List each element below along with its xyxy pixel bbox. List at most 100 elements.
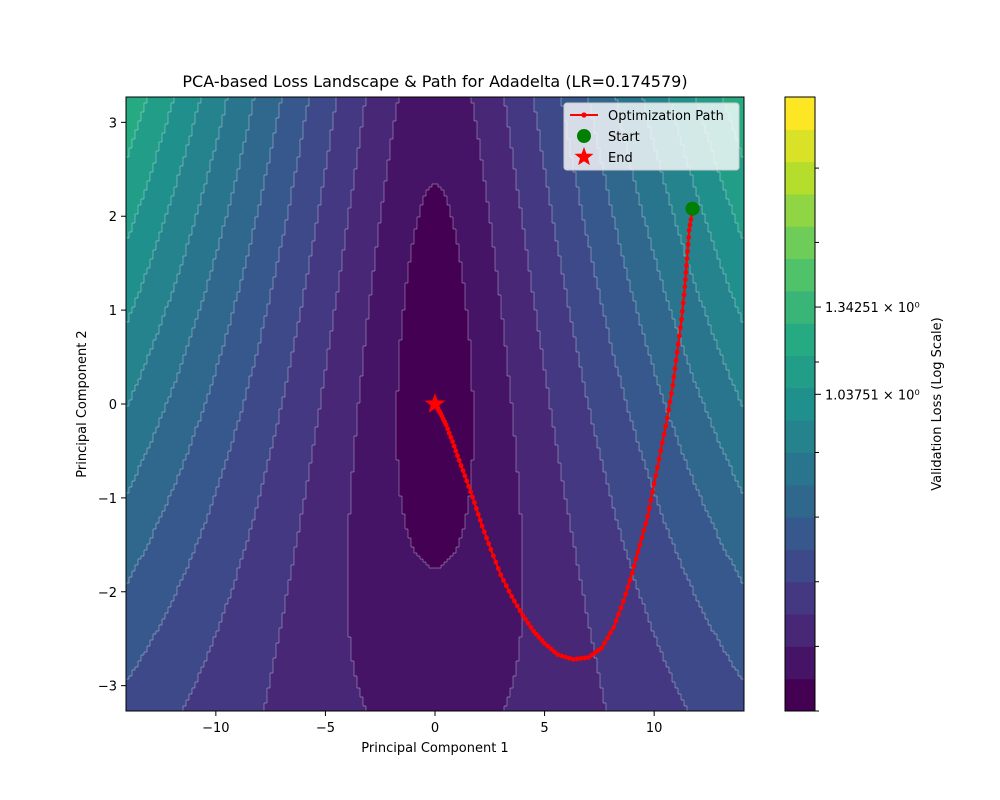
contour-band <box>309 103 337 107</box>
optimization-path-point <box>664 415 670 421</box>
contour-band <box>369 295 406 299</box>
contour-band <box>384 196 424 200</box>
optimization-path-point <box>602 640 607 646</box>
contour-band <box>738 145 744 149</box>
contour-band <box>159 235 190 239</box>
contour-band <box>315 436 355 440</box>
contour-band <box>126 262 151 266</box>
contour-band <box>198 421 238 425</box>
contour-band <box>189 139 217 143</box>
contour-band <box>348 613 523 617</box>
contour-band <box>222 469 268 473</box>
contour-band <box>126 268 148 272</box>
contour-band <box>252 526 301 530</box>
contour-band <box>273 139 301 143</box>
contour-band <box>126 466 139 470</box>
contour-band <box>252 238 283 242</box>
contour-band <box>339 280 373 284</box>
contour-band <box>657 643 721 647</box>
contour-band <box>126 526 157 530</box>
contour-band <box>276 427 316 431</box>
contour-band <box>651 358 688 362</box>
contour-band <box>570 523 619 527</box>
contour-band <box>360 382 400 386</box>
contour-band <box>681 451 724 455</box>
contour-band <box>582 583 637 587</box>
optimization-path-point <box>685 241 691 247</box>
contour-band <box>474 118 508 122</box>
contour-band <box>564 481 607 485</box>
contour-band <box>636 436 679 440</box>
contour-band <box>360 385 400 389</box>
contour-band <box>387 172 484 176</box>
colorbar-label: Validation Loss (Log Scale) <box>930 317 945 490</box>
contour-band <box>279 637 352 641</box>
contour-band <box>648 613 706 617</box>
contour-band <box>279 634 349 638</box>
contour-band <box>219 355 256 359</box>
contour-band <box>270 679 358 683</box>
contour-band <box>141 370 181 374</box>
contour-band <box>342 265 376 269</box>
contour-band <box>399 379 472 383</box>
contour-band <box>660 649 724 653</box>
contour-band <box>714 430 744 434</box>
contour-band <box>606 472 649 476</box>
contour-band <box>126 313 130 317</box>
contour-band <box>489 208 523 212</box>
contour-band <box>474 442 517 446</box>
contour-band <box>519 481 565 485</box>
optimization-path-point <box>633 556 639 562</box>
contour-band <box>318 415 358 419</box>
contour-band <box>474 112 508 116</box>
contour-band <box>339 283 373 287</box>
contour-band <box>594 652 664 656</box>
contour-band <box>522 631 592 635</box>
contour-band <box>354 460 400 464</box>
contour-band <box>621 532 670 536</box>
contour-band <box>168 502 214 506</box>
contour-band <box>150 265 181 269</box>
contour-band <box>132 229 163 233</box>
contour-band <box>276 433 316 437</box>
contour-band <box>663 283 697 287</box>
contour-band <box>138 559 190 563</box>
contour-band <box>468 511 520 515</box>
contour-band <box>540 343 577 347</box>
contour-band <box>348 526 406 530</box>
contour-band <box>537 115 565 119</box>
contour-band <box>588 622 652 626</box>
contour-band <box>354 664 517 668</box>
contour-band <box>627 556 679 560</box>
contour-band <box>408 271 463 275</box>
contour-band <box>594 655 664 659</box>
contour-band <box>348 580 523 584</box>
contour-band <box>474 397 511 401</box>
contour-band <box>126 271 148 275</box>
contour-band <box>300 310 334 314</box>
contour-band <box>447 196 487 200</box>
contour-band <box>204 190 235 194</box>
contour-band <box>519 193 550 197</box>
contour-band <box>189 562 241 566</box>
contour-band <box>582 214 613 218</box>
contour-band <box>726 550 744 554</box>
contour-band <box>396 421 475 425</box>
contour-band <box>288 589 349 593</box>
contour-band <box>363 367 400 371</box>
contour-band <box>273 445 313 449</box>
contour-band <box>609 196 640 200</box>
contour-band <box>165 616 223 620</box>
contour-band <box>300 148 331 152</box>
contour-band <box>471 379 511 383</box>
contour-band <box>519 502 568 506</box>
contour-band <box>126 514 163 518</box>
contour-band <box>402 316 469 320</box>
contour-band <box>588 238 619 242</box>
contour-band <box>579 187 607 191</box>
contour-band <box>585 595 640 599</box>
contour-band <box>141 655 208 659</box>
contour-band <box>171 295 205 299</box>
contour-band <box>171 202 202 206</box>
contour-band <box>390 139 481 143</box>
